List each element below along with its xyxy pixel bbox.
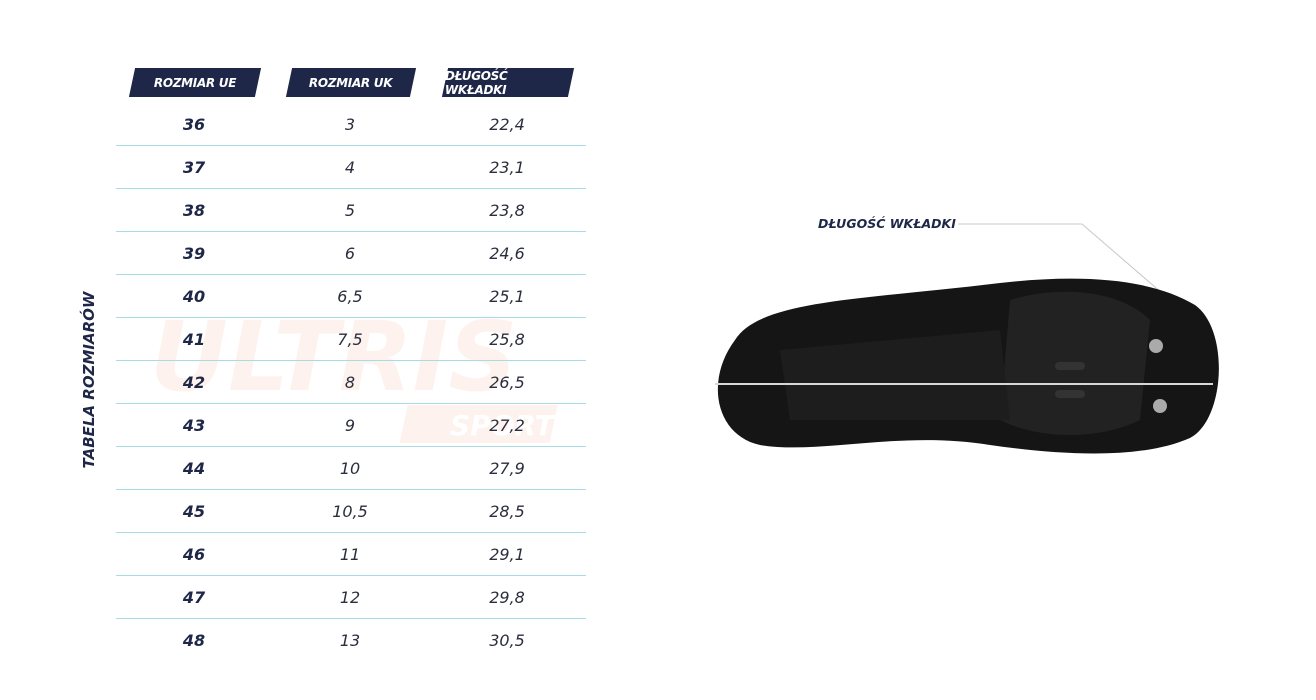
uk-size-cell: 3 <box>344 115 356 134</box>
uk-size-cell: 8 <box>344 373 356 392</box>
insole-length-cell: 28,5 <box>489 502 525 521</box>
table-row: 40 6,5 25,1 <box>116 275 586 318</box>
row-divider <box>116 446 586 447</box>
insole-length-cell: 25,1 <box>489 287 525 306</box>
table-row: 48 13 30,5 <box>116 619 586 662</box>
insole-length-label: DŁUGOŚĆ WKŁADKI <box>818 216 956 231</box>
row-divider <box>116 532 586 533</box>
table-row: 47 12 29,8 <box>116 576 586 619</box>
watermark-subtext: SPORT <box>450 409 556 442</box>
eu-size-cell: 44 <box>182 459 206 478</box>
table-row: 41 7,5 25,8 <box>116 318 586 361</box>
eu-size-cell: 47 <box>182 588 206 607</box>
uk-size-cell: 6,5 <box>337 287 363 306</box>
row-divider <box>116 188 586 189</box>
uk-size-cell: 13 <box>339 631 361 650</box>
table-row: 38 5 23,8 <box>116 189 586 232</box>
insole-length-cell: 29,8 <box>489 588 525 607</box>
insole-length-cell: 27,2 <box>489 416 525 435</box>
eu-size-cell: 36 <box>182 115 206 134</box>
table-row: 37 4 23,1 <box>116 146 586 189</box>
insole-length-cell: 30,5 <box>489 631 525 650</box>
uk-size-cell: 10,5 <box>332 502 368 521</box>
row-divider <box>116 618 586 619</box>
table-row: 36 3 22,4 <box>116 103 586 146</box>
insole-length-cell: 22,4 <box>489 115 525 134</box>
eu-size-cell: 46 <box>182 545 206 564</box>
insole-length-cell: 23,1 <box>489 158 525 177</box>
eu-size-cell: 39 <box>182 244 206 263</box>
uk-size-cell: 4 <box>344 158 356 177</box>
insole-length-cell: 27,9 <box>489 459 525 478</box>
row-divider <box>116 575 586 576</box>
eu-size-cell: 40 <box>182 287 206 306</box>
table-row: 45 10,5 28,5 <box>116 490 586 533</box>
table-row: 43 9 27,2 <box>116 404 586 447</box>
eu-size-cell: 37 <box>182 158 206 177</box>
uk-size-cell: 9 <box>344 416 356 435</box>
table-row: 46 11 29,1 <box>116 533 586 576</box>
row-divider <box>116 145 586 146</box>
uk-size-cell: 7,5 <box>337 330 363 349</box>
row-divider <box>116 489 586 490</box>
insole-length-cell: 23,8 <box>489 201 525 220</box>
insole-length-cell: 25,8 <box>489 330 525 349</box>
watermark-logo: ULTRIS SPORT <box>150 300 610 454</box>
watermark-text: ULTRIS <box>150 301 518 413</box>
eu-size-cell: 41 <box>182 330 206 349</box>
eu-size-cell: 38 <box>182 201 206 220</box>
insole-length-cell: 29,1 <box>489 545 525 564</box>
uk-size-cell: 12 <box>339 588 361 607</box>
uk-size-cell: 6 <box>344 244 356 263</box>
insole-length-cell: 26,5 <box>489 373 525 392</box>
table-row: 44 10 27,9 <box>116 447 586 490</box>
row-divider <box>116 231 586 232</box>
uk-size-cell: 5 <box>344 201 356 220</box>
eu-size-cell: 45 <box>182 502 206 521</box>
table-row: 39 6 24,6 <box>116 232 586 275</box>
table-row: 42 8 26,5 <box>116 361 586 404</box>
eu-size-cell: 42 <box>182 373 206 392</box>
uk-size-cell: 11 <box>339 545 361 564</box>
row-divider <box>116 360 586 361</box>
uk-size-cell: 10 <box>339 459 361 478</box>
row-divider <box>116 274 586 275</box>
row-divider <box>116 317 586 318</box>
eu-size-cell: 48 <box>182 631 206 650</box>
insole-length-cell: 24,6 <box>489 244 525 263</box>
row-divider <box>116 403 586 404</box>
eu-size-cell: 43 <box>182 416 206 435</box>
callout-line <box>958 223 1171 301</box>
